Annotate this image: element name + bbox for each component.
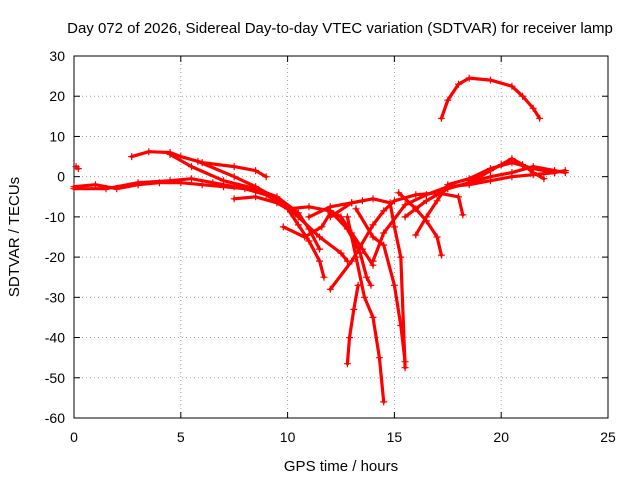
series-arc-14	[345, 215, 386, 404]
series-arc-10-points	[326, 207, 375, 289]
series-arc-15-points	[343, 281, 362, 368]
y-tick-label: 30	[49, 48, 65, 64]
grid	[74, 56, 608, 418]
y-tick-label: 10	[49, 128, 65, 144]
series-arc-3	[72, 177, 258, 193]
y-tick-label: 20	[49, 88, 65, 104]
series-arc-14-points	[343, 213, 388, 406]
y-tick-label: 0	[57, 169, 65, 185]
plot-frame	[73, 55, 609, 419]
series-arc-2-points	[72, 163, 82, 173]
series-arc-5-points	[166, 151, 324, 253]
x-tick-label: 25	[600, 429, 616, 445]
series-arc-15	[345, 283, 360, 366]
chart-title: Day 072 of 2026, Sidereal Day-to-day VTE…	[67, 20, 613, 37]
y-tick-label: -20	[45, 249, 65, 265]
x-tick-label: 5	[177, 429, 185, 445]
y-tick-label: -50	[45, 370, 65, 386]
axis-ticks: 0 5 10 15 20 25 -60 -50 -40 -30 -20 -10 0 10 20 30	[45, 48, 616, 445]
series-arc-21	[467, 157, 546, 183]
y-axis-label: SDTVAR / TECUs	[6, 177, 23, 297]
x-tick-label: 20	[493, 429, 509, 445]
series-arc-16-points	[352, 205, 409, 366]
series-arc-8	[281, 211, 332, 239]
series-arc-4	[130, 150, 268, 179]
y-tick-label: -30	[45, 289, 65, 305]
series-arc-13-points	[326, 189, 467, 293]
series-arc-7	[232, 195, 290, 211]
series-arc-22-points	[437, 74, 544, 122]
x-tick-label: 0	[70, 429, 78, 445]
series-arc-16	[354, 207, 407, 364]
series-arc-21-points	[465, 155, 548, 185]
y-tick-label: -40	[45, 330, 65, 346]
x-axis-label: GPS time / hours	[284, 458, 398, 475]
y-tick-label: -10	[45, 209, 65, 225]
x-tick-label: 10	[280, 429, 296, 445]
series-arc-6-points	[194, 157, 351, 265]
data-series	[70, 74, 569, 406]
y-tick-label: -60	[45, 410, 65, 426]
x-tick-label: 15	[387, 429, 403, 445]
